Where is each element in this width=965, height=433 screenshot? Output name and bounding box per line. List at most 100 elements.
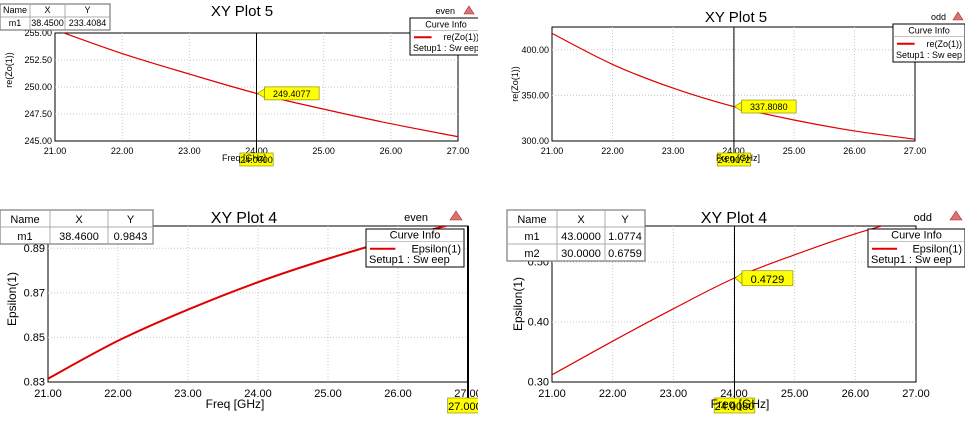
- triangle-warning-icon[interactable]: [949, 210, 963, 221]
- y-tick-label: 252.50: [24, 55, 52, 65]
- marker-labels: 337.8080: [733, 99, 797, 114]
- marker-table: Name X Ym1 43.0000 1.0774 m2 30.0000 0.6759: [506, 209, 646, 262]
- cursor-label: 24.0072: [716, 152, 751, 167]
- y-tick-label: 0.30: [528, 377, 549, 389]
- marker-label-box: [264, 86, 320, 101]
- legend-frame: [365, 228, 465, 268]
- y-tick-label: 300.00: [521, 136, 549, 146]
- marker-table-header: Name: [3, 5, 27, 15]
- grid: [48, 226, 468, 382]
- chart-title: XY Plot 5: [705, 9, 767, 26]
- marker-table-value: 233.4084: [69, 18, 107, 28]
- cursor-label-box: [447, 397, 478, 414]
- legend-header: Curve Info: [908, 26, 950, 36]
- legend-header: Curve Info: [891, 230, 942, 242]
- x-tick-label: 27.00: [902, 388, 930, 400]
- marker-table-header: X: [577, 214, 585, 226]
- marker-table-value: 38.4500: [31, 18, 64, 28]
- x-axis-label: Freq [GHz]: [711, 397, 770, 411]
- y-ticks: 0.83 0.85 0.87 0.89: [24, 243, 45, 389]
- triangle-warning-icon[interactable]: [952, 11, 964, 21]
- legend-setup-label: Setup1 : Sw eep: [896, 50, 962, 60]
- cursor-label: 24.0000: [239, 152, 274, 167]
- marker-table-cell: [107, 226, 154, 245]
- triangle-warning-icon[interactable]: [463, 5, 475, 15]
- x-tick-label: 21.00: [44, 146, 67, 156]
- legend-setup-label: Setup1 : Sw eep: [871, 254, 952, 266]
- x-tick-label: 26.00: [380, 146, 403, 156]
- marker-table-header: Name: [10, 214, 39, 226]
- marker-label-box: [741, 99, 797, 114]
- x-tick-label: 23.00: [178, 146, 201, 156]
- corner-label: odd: [914, 212, 932, 224]
- y-axis-label: Epsilon(1): [511, 277, 525, 331]
- y-ticks: 300.00 350.00 400.00: [521, 45, 549, 146]
- cursor-label-box: [713, 397, 756, 414]
- marker-table-cell: [64, 16, 111, 31]
- chart-title: XY Plot 4: [701, 210, 768, 227]
- y-tick-label: 255.00: [24, 28, 52, 38]
- legend-header: Curve Info: [390, 230, 441, 242]
- legend-header: Curve Info: [425, 19, 467, 29]
- chart-panel-odd-eps: 0.300.400.50 21.0022.0023.0024.0025.0026…: [506, 209, 965, 414]
- marker-table-value: m1: [524, 231, 539, 243]
- x-tick-label: 27.00: [904, 146, 927, 156]
- y-tick-label: 400.00: [521, 45, 549, 55]
- chart-title: XY Plot 4: [211, 210, 278, 227]
- marker-table-value: 0.6759: [608, 248, 642, 260]
- corner-label: odd: [931, 12, 946, 22]
- x-axis-label: Freq [GHz]: [206, 397, 265, 411]
- x-tick-label: 25.00: [781, 388, 809, 400]
- y-tick-label: 0.85: [24, 332, 45, 344]
- marker-label-box: [741, 270, 794, 287]
- y-tick-label: 247.50: [24, 109, 52, 119]
- x-tick-label: 21.00: [541, 146, 564, 156]
- cursor-label: 24.0080: [713, 397, 756, 414]
- x-tick-label: 23.00: [662, 146, 685, 156]
- triangle-warning-icon[interactable]: [449, 210, 463, 221]
- legend-series-label: Epsilon(1): [912, 243, 962, 255]
- x-tick-label: 25.00: [314, 388, 342, 400]
- marker-table-value: 38.4600: [59, 231, 99, 243]
- marker-table-value: m1: [9, 18, 22, 28]
- legend-series-label: Epsilon(1): [411, 243, 461, 255]
- x-tick-label: 24.00: [244, 388, 272, 400]
- marker-table-header: Y: [84, 5, 90, 15]
- y-tick-label: 0.89: [24, 243, 45, 255]
- x-tick-label: 22.00: [601, 146, 624, 156]
- marker-table-value: m1: [17, 231, 32, 243]
- marker-table-value: 0.9843: [114, 231, 148, 243]
- x-axis-label: Freq [GHz]: [222, 153, 266, 163]
- y-axis-label: re(Zo(1)): [510, 66, 520, 102]
- cursor-label-box: [239, 152, 274, 167]
- y-tick-label: 245.00: [24, 136, 52, 146]
- x-tick-label: 22.00: [599, 388, 627, 400]
- x-ticks: 21.00 22.00 23.00 24.00 25.00 26.00 27.00: [34, 388, 478, 400]
- cursor-label: 27.0000: [447, 397, 478, 414]
- marker-label-text: 249.4077: [273, 89, 311, 99]
- y-tick-label: 0.40: [528, 317, 549, 329]
- y-ticks: 245.00 247.50 250.00 252.50 255.00: [24, 28, 52, 146]
- chart-panel-even-zo: 245.00 247.50 250.00 252.50 255.00 21.00 22.0…: [0, 3, 478, 167]
- corner-label: even: [404, 212, 428, 224]
- legend-setup-label: Setup1 : Sw eep: [413, 43, 478, 53]
- legend: Curve Info re(Zo(1))Setup1 : Sw eep: [892, 23, 965, 63]
- x-tick-label: 25.00: [783, 146, 806, 156]
- y-axis-label: Epsilon(1): [5, 272, 19, 326]
- marker-table-header: X: [44, 5, 50, 15]
- cursor-label-text: 24.0000: [240, 155, 273, 165]
- legend: Curve Info re(Zo(1))Setup1 : Sw eep: [409, 17, 478, 56]
- marker-table: Name X Ym1 38.4600 0.9843: [0, 209, 154, 245]
- curve-line: [552, 226, 884, 376]
- marker-table-header: X: [75, 214, 83, 226]
- marker-table-value: 30.0000: [561, 248, 601, 260]
- x-tick-label: 26.00: [842, 388, 870, 400]
- y-tick-label: 350.00: [521, 90, 549, 100]
- x-tick-label: 23.00: [174, 388, 202, 400]
- legend-frame: [892, 23, 965, 63]
- marker-table-value: m2: [524, 248, 539, 260]
- marker-table-frame: [506, 209, 646, 262]
